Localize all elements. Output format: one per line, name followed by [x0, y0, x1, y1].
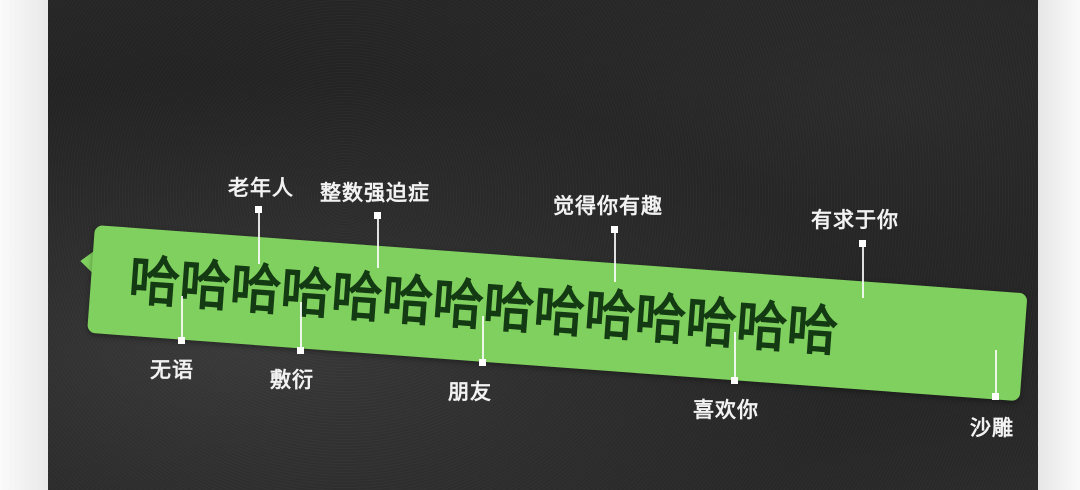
label-old-person: 老年人 — [228, 176, 294, 200]
leader-line — [258, 212, 260, 264]
label-find-you-fun: 觉得你有趣 — [553, 194, 663, 218]
right-margin — [1038, 0, 1080, 490]
label-asking-favor: 有求于你 — [811, 208, 899, 232]
leader-dot — [859, 240, 866, 247]
label-integer-ocd: 整数强迫症 — [320, 181, 430, 205]
leader-line — [377, 218, 379, 268]
label-silly: 沙雕 — [970, 416, 1014, 440]
label-perfunctory: 敷衍 — [270, 368, 314, 392]
leader-line — [614, 232, 616, 282]
leader-line — [482, 316, 484, 360]
leader-dot — [255, 206, 262, 213]
dark-paper-photo — [48, 0, 1038, 490]
leader-dot — [992, 393, 999, 400]
leader-line — [181, 296, 183, 338]
leader-line — [862, 246, 864, 298]
label-like-you: 喜欢你 — [693, 398, 759, 422]
leader-dot — [297, 347, 304, 354]
leader-line — [734, 332, 736, 378]
leader-dot — [479, 359, 486, 366]
leader-line — [995, 350, 997, 394]
left-margin — [0, 0, 48, 490]
leader-line — [300, 302, 302, 348]
leader-dot — [374, 212, 381, 219]
label-speechless: 无语 — [150, 358, 194, 382]
leader-dot — [731, 377, 738, 384]
leader-dot — [611, 226, 618, 233]
label-friend: 朋友 — [448, 380, 492, 404]
leader-dot — [178, 337, 185, 344]
